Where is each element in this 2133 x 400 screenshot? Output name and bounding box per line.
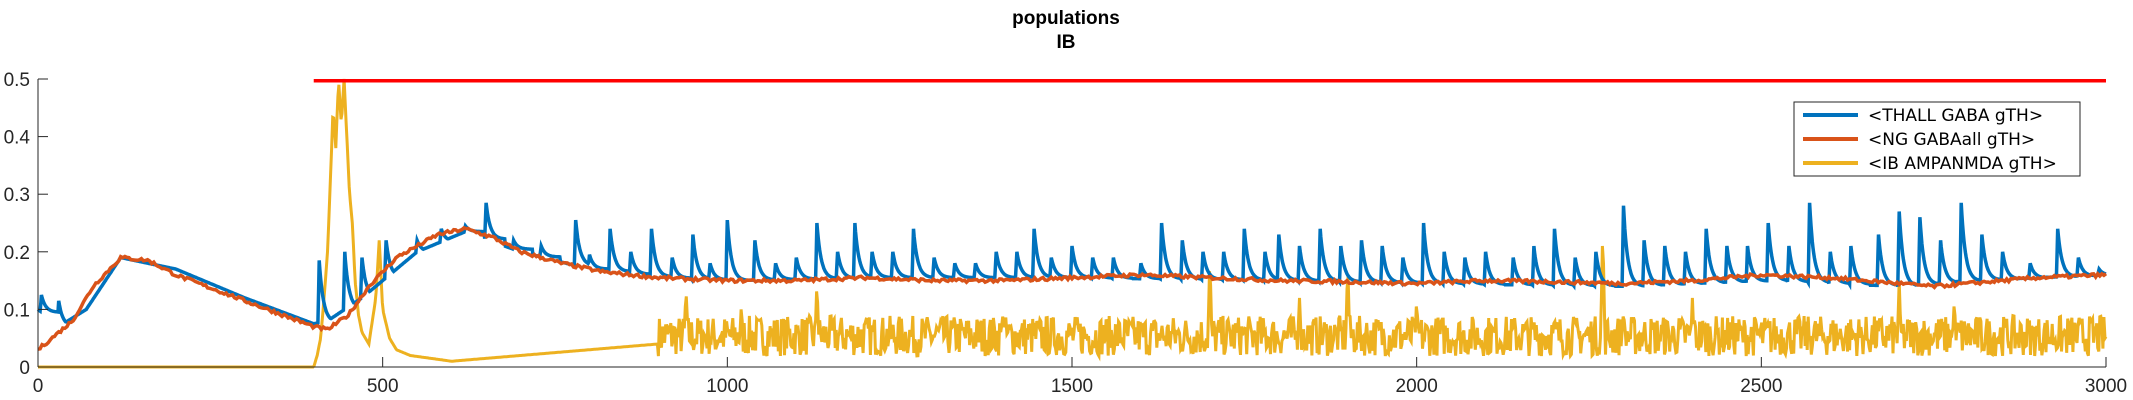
legend-label-ib: <IB AMPANMDA gTH> <box>1868 154 2057 174</box>
axes: 0 500 1000 1500 2000 2500 3000 0 0.1 0.2 0.3 0.4 0.5 <box>4 70 2128 397</box>
y-tick-label: 0.5 <box>4 70 30 91</box>
y-tick-label: 0.4 <box>4 128 31 149</box>
plot-area <box>36 78 2108 369</box>
legend-label-ng: <NG GABAall gTH> <box>1868 130 2035 150</box>
x-tick-label: 2500 <box>1740 376 1782 397</box>
x-tick-label: 1500 <box>1051 376 1093 397</box>
x-tick-label: 2000 <box>1396 376 1438 397</box>
y-tick-label: 0.2 <box>4 243 30 264</box>
legend-label-thall: <THALL GABA gTH> <box>1868 106 2043 126</box>
x-tick-label: 0 <box>33 376 44 397</box>
chart-subtitle: IB <box>1057 32 1076 53</box>
chart-title: populations <box>1012 8 1120 29</box>
y-tick-label: 0.3 <box>4 185 30 206</box>
x-tick-label: 500 <box>367 376 399 397</box>
legend: <THALL GABA gTH> <NG GABAall gTH> <IB AM… <box>1793 101 2081 177</box>
series-line-ng-gabaall <box>37 225 2108 351</box>
series-line-ib-ampanmda <box>38 78 2108 369</box>
series-line-thall-gaba <box>36 202 2107 326</box>
y-tick-label: 0 <box>19 358 30 379</box>
x-tick-label: 1000 <box>706 376 748 397</box>
y-tick-label: 0.1 <box>4 300 30 321</box>
x-tick-label: 3000 <box>2085 376 2127 397</box>
